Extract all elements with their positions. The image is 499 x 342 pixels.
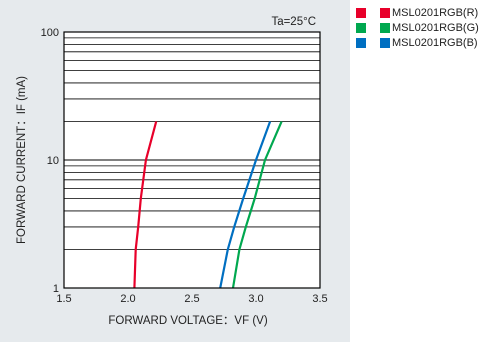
legend-chip <box>380 8 390 18</box>
series-line-1 <box>231 121 283 289</box>
y-tick-label: 100 <box>41 27 59 39</box>
legend-item-1: MSL0201RGB(G) <box>356 21 479 35</box>
legend-swatch <box>356 23 366 33</box>
legend-item-2: MSL0201RGB(B) <box>356 36 479 50</box>
legend: MSL0201RGB(R) MSL0201RGB(G) MSL0201RGB(B) <box>356 6 479 51</box>
chart-panel: 1.5 2.0 2.5 3.0 3.5 1 10 100 Ta=25°C FORWARD VO… <box>0 0 350 342</box>
legend-swatch <box>356 38 366 48</box>
legend-swatch <box>356 8 366 18</box>
x-tick-label: 3.0 <box>248 293 263 305</box>
x-axis-title: FORWARD VOLTAGE：VF (V) <box>108 315 267 327</box>
plot-frame <box>63 31 321 289</box>
chart-svg: 1.5 2.0 2.5 3.0 3.5 1 10 100 Ta=25°C FORWARD VO… <box>16 16 328 327</box>
legend-label: MSL0201RGB(R) <box>392 7 479 19</box>
series-line-0 <box>133 121 158 289</box>
series-line-2 <box>219 121 272 289</box>
y-tick-label: 1 <box>53 283 59 295</box>
temperature-annotation: Ta=25°C <box>271 16 316 28</box>
y-axis-title: FORWARD CURRENT：IF (mA) <box>16 76 28 244</box>
x-tick-label: 3.5 <box>312 293 327 305</box>
series-lines <box>133 121 283 289</box>
legend-chip <box>380 38 390 48</box>
grid-lines <box>64 37 320 250</box>
tick-labels: 1.5 2.0 2.5 3.0 3.5 1 10 100 <box>41 27 328 305</box>
legend-item-0: MSL0201RGB(R) <box>356 6 479 20</box>
x-tick-label: 1.5 <box>56 293 71 305</box>
legend-label: MSL0201RGB(G) <box>392 22 479 34</box>
x-tick-label: 2.0 <box>120 293 135 305</box>
y-tick-label: 10 <box>47 155 59 167</box>
x-tick-label: 2.5 <box>184 293 199 305</box>
legend-chip <box>380 23 390 33</box>
legend-label: MSL0201RGB(B) <box>392 37 478 49</box>
